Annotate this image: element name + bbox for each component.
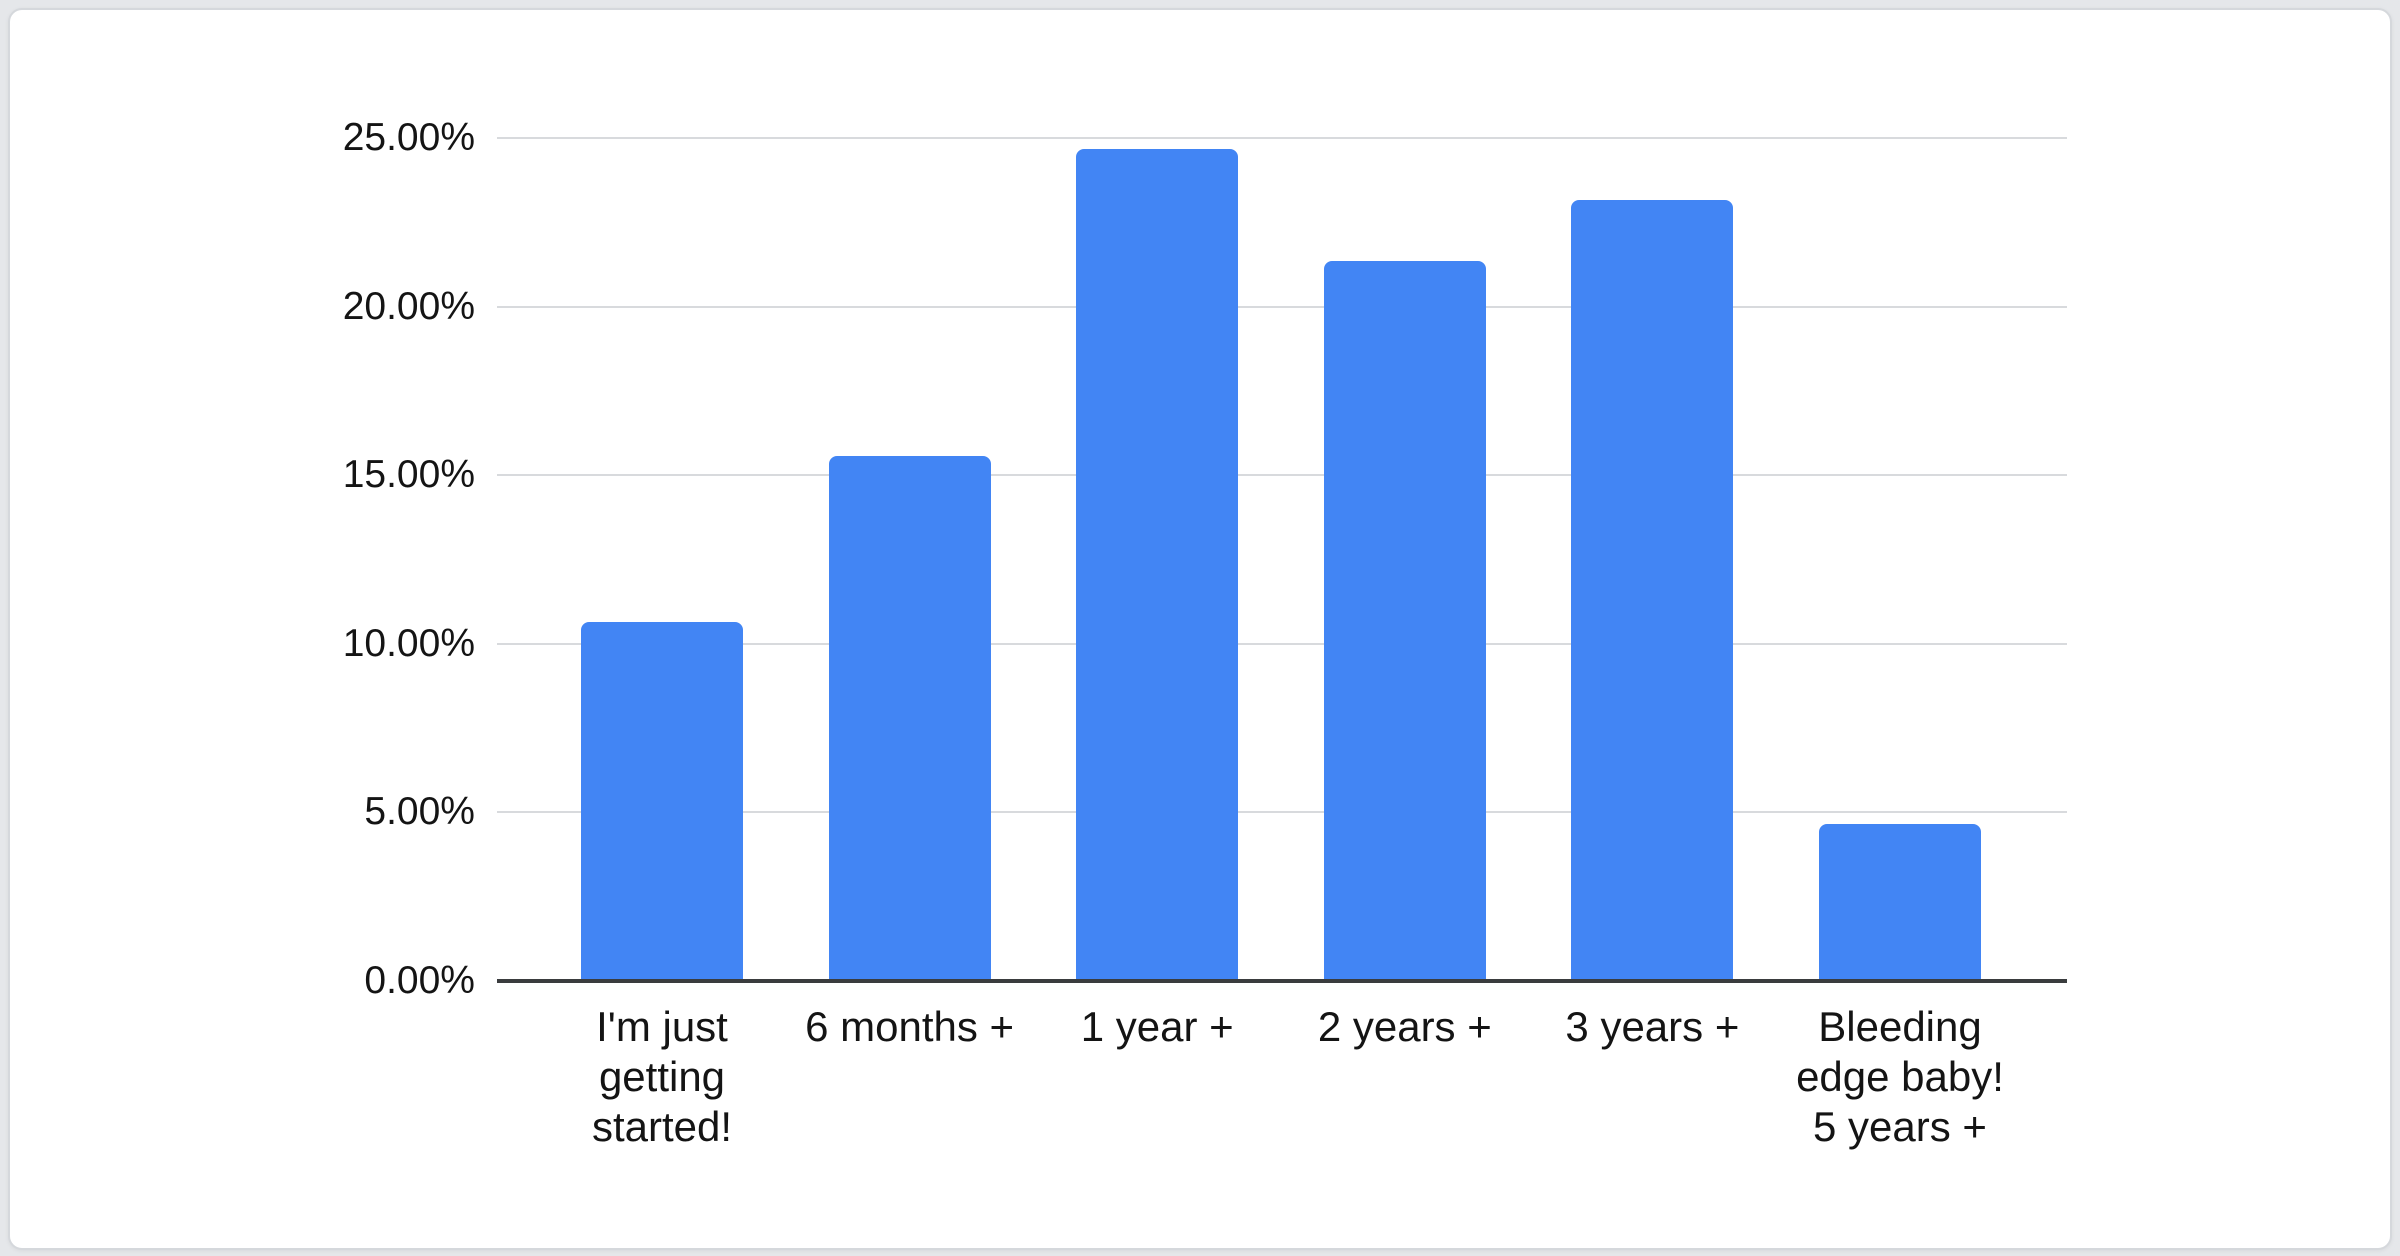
gridline — [497, 811, 2067, 814]
x-axis-baseline — [497, 979, 2067, 983]
bar[interactable] — [581, 621, 743, 979]
bar[interactable] — [828, 456, 991, 979]
y-axis-tick-label: 0.00% — [364, 959, 475, 1002]
gridline — [497, 642, 2067, 645]
y-axis-tick-label: 15.00% — [342, 453, 475, 497]
gridline — [497, 137, 2067, 139]
x-axis-category-label: I'm just getting started! — [591, 1003, 733, 1150]
gridline — [497, 305, 2067, 308]
x-axis-category-label: 3 years + — [1565, 1003, 1740, 1050]
bar[interactable] — [1819, 823, 1981, 979]
gridline — [497, 474, 2067, 477]
x-axis-category-label: Bleeding edge baby! 5 years + — [1796, 1003, 2004, 1150]
y-axis-tick-label: 20.00% — [342, 284, 475, 328]
bar[interactable] — [1076, 149, 1239, 979]
x-axis-category-label: 6 months + — [805, 1003, 1015, 1050]
bar[interactable] — [1571, 200, 1734, 979]
y-axis-tick-label: 5.00% — [364, 790, 475, 834]
y-axis-tick-label: 25.00% — [342, 116, 475, 159]
x-axis-category-label: 2 years + — [1317, 1003, 1492, 1050]
y-axis-tick-label: 10.00% — [342, 621, 475, 665]
bar[interactable] — [1323, 260, 1486, 979]
x-axis-category-label: 1 year + — [1080, 1003, 1234, 1050]
